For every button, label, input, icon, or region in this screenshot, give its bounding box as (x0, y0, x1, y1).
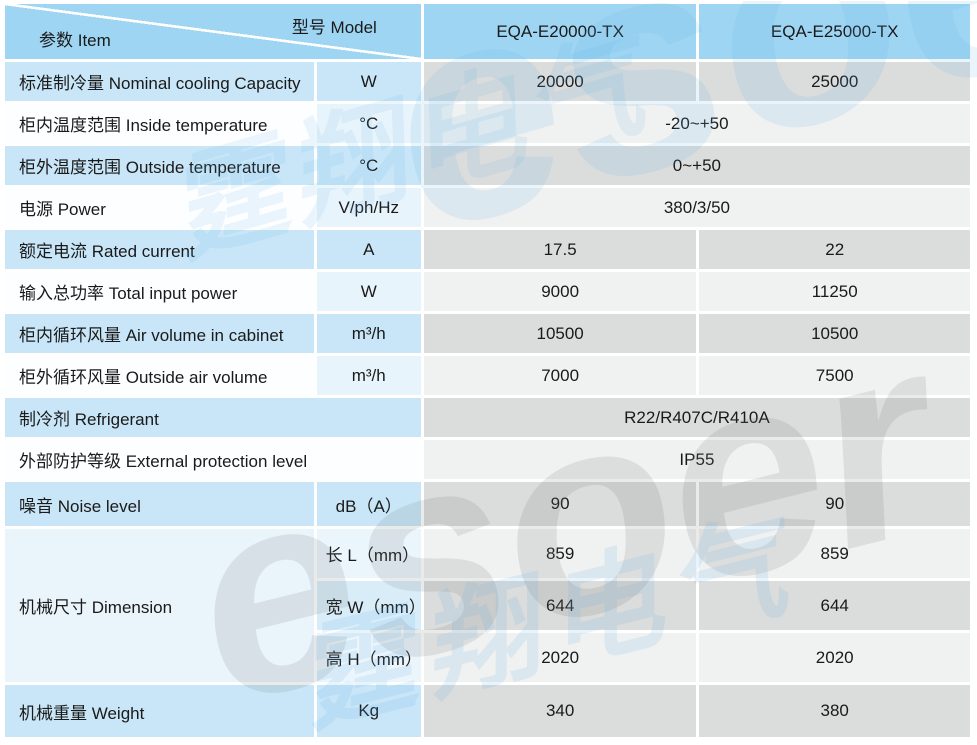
inside-temp-value: -20~+50 (423, 104, 970, 143)
dimension-length-value-1: 859 (423, 529, 697, 578)
outside-temp-unit: °C (316, 146, 421, 185)
air-out-value-1: 7000 (423, 356, 697, 395)
dimension-height-value-2: 2020 (699, 633, 970, 682)
cooling-value-1: 20000 (423, 62, 697, 101)
row-noise-level: 噪音 Noise level dB（A） 90 90 (5, 482, 970, 526)
dimension-width-unit: 宽 W（mm） (316, 581, 421, 630)
current-unit: A (316, 230, 421, 269)
air-out-value-2: 7500 (699, 356, 970, 395)
protection-value: IP55 (423, 440, 970, 479)
power-label: 电源 Power (5, 188, 314, 227)
dimension-width-value-1: 644 (423, 581, 697, 630)
current-value-2: 22 (699, 230, 970, 269)
dimension-length-value-2: 859 (699, 529, 970, 578)
row-cooling-capacity: 标准制冷量 Nominal cooling Capacity W 20000 2… (5, 62, 970, 101)
header-row: 型号 Model 参数 Item EQA-E20000-TX EQA-E2500… (5, 4, 970, 59)
power-unit: V/ph/Hz (316, 188, 421, 227)
power-value: 380/3/50 (423, 188, 970, 227)
air-in-label: 柜内循环风量 Air volume in cabinet (5, 314, 314, 353)
input-power-value-1: 9000 (423, 272, 697, 311)
noise-unit: dB（A） (316, 482, 421, 526)
row-external-protection: 外部防护等级 External protection level IP55 (5, 440, 970, 479)
row-air-volume-in-cabinet: 柜内循环风量 Air volume in cabinet m³/h 10500 … (5, 314, 970, 353)
noise-label: 噪音 Noise level (5, 482, 314, 526)
row-outside-air-volume: 柜外循环风量 Outside air volume m³/h 7000 7500 (5, 356, 970, 395)
refrigerant-label: 制冷剂 Refrigerant (5, 398, 421, 437)
row-inside-temperature: 柜内温度范围 Inside temperature °C -20~+50 (5, 104, 970, 143)
weight-value-2: 380 (699, 685, 970, 737)
header-model-1: EQA-E20000-TX (423, 4, 697, 59)
air-in-value-1: 10500 (423, 314, 697, 353)
cooling-value-2: 25000 (699, 62, 970, 101)
header-item-label: 参数 Item (39, 31, 111, 50)
input-power-value-2: 11250 (699, 272, 970, 311)
outside-temp-value: 0~+50 (423, 146, 970, 185)
weight-unit: Kg (316, 685, 421, 737)
air-in-value-2: 10500 (699, 314, 970, 353)
current-label: 额定电流 Rated current (5, 230, 314, 269)
input-power-label: 输入总功率 Total input power (5, 272, 314, 311)
row-rated-current: 额定电流 Rated current A 17.5 22 (5, 230, 970, 269)
protection-label: 外部防护等级 External protection level (5, 440, 421, 479)
cooling-unit: W (316, 62, 421, 101)
dimension-length-unit: 长 L（mm） (316, 529, 421, 578)
row-dimension-width: 宽 W（mm） 644 644 (5, 581, 970, 630)
dimension-width-value-2: 644 (699, 581, 970, 630)
air-out-label: 柜外循环风量 Outside air volume (5, 356, 314, 395)
row-refrigerant: 制冷剂 Refrigerant R22/R407C/R410A (5, 398, 970, 437)
air-in-unit: m³/h (316, 314, 421, 353)
inside-temp-unit: °C (316, 104, 421, 143)
header-diagonal-cell: 型号 Model 参数 Item (5, 4, 421, 59)
weight-label: 机械重量 Weight (5, 685, 314, 737)
noise-value-2: 90 (699, 482, 970, 526)
inside-temp-label: 柜内温度范围 Inside temperature (5, 104, 314, 143)
air-out-unit: m³/h (316, 356, 421, 395)
header-model-2: EQA-E25000-TX (699, 4, 970, 59)
weight-value-1: 340 (423, 685, 697, 737)
dimension-height-value-1: 2020 (423, 633, 697, 682)
cooling-label: 标准制冷量 Nominal cooling Capacity (5, 62, 314, 101)
row-dimension-height: 高 H（mm） 2020 2020 (5, 633, 970, 682)
outside-temp-label: 柜外温度范围 Outside temperature (5, 146, 314, 185)
row-power: 电源 Power V/ph/Hz 380/3/50 (5, 188, 970, 227)
input-power-unit: W (316, 272, 421, 311)
dimension-height-unit: 高 H（mm） (316, 633, 421, 682)
noise-value-1: 90 (423, 482, 697, 526)
row-outside-temperature: 柜外温度范围 Outside temperature °C 0~+50 (5, 146, 970, 185)
dimension-label: 机械尺寸 Dimension (5, 529, 314, 682)
row-dimension-length: 机械尺寸 Dimension 长 L（mm） 859 859 (5, 529, 970, 682)
header-model-label: 型号 Model (291, 18, 377, 37)
row-total-input-power: 输入总功率 Total input power W 9000 11250 (5, 272, 970, 311)
row-weight: 机械重量 Weight Kg 340 380 (5, 685, 970, 737)
current-value-1: 17.5 (423, 230, 697, 269)
refrigerant-value: R22/R407C/R410A (423, 398, 970, 437)
